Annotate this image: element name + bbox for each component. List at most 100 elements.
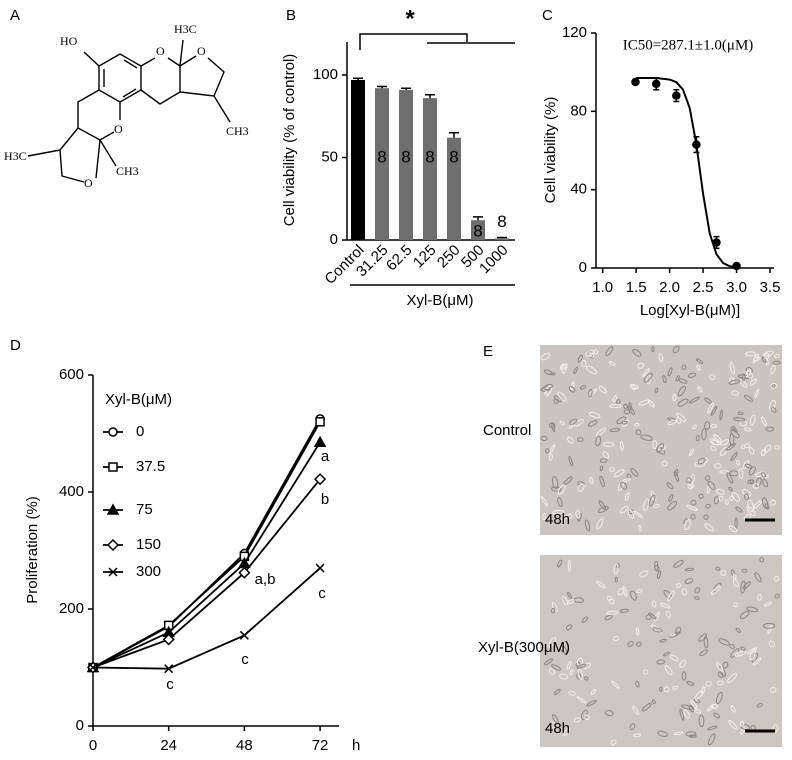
cell (732, 579, 739, 588)
significance-letter: c (318, 585, 326, 602)
cell (728, 379, 741, 385)
cell (593, 349, 599, 355)
cell (735, 506, 743, 513)
cell (705, 680, 712, 687)
cell (626, 473, 632, 479)
cell (668, 494, 674, 502)
cell (567, 599, 575, 604)
micrograph (540, 345, 782, 535)
point (315, 417, 325, 427)
cell (583, 676, 589, 681)
cell (681, 588, 688, 596)
cell (543, 369, 553, 376)
n-label: 8 (353, 147, 362, 166)
cell (552, 714, 559, 724)
cell (713, 434, 722, 442)
cell (730, 705, 736, 713)
point (315, 563, 325, 573)
cell (657, 445, 667, 451)
cell (728, 486, 733, 492)
bar (375, 88, 389, 240)
x-tick-label: 1.0 (592, 279, 613, 296)
cell (665, 610, 672, 618)
cell (733, 602, 739, 608)
cell (688, 734, 697, 738)
x-tick-label: 3.5 (760, 279, 781, 296)
cell (569, 669, 574, 676)
time-label: 48h (545, 511, 570, 528)
cell (728, 525, 738, 533)
y-tick-label: 0 (330, 231, 338, 248)
x-tick-label: 0 (89, 737, 97, 754)
cell (690, 513, 696, 520)
cell (729, 495, 734, 501)
cell (749, 378, 757, 386)
cell (632, 348, 642, 357)
cell (595, 580, 606, 589)
cell (576, 657, 583, 666)
cell (719, 470, 730, 474)
cell (716, 662, 724, 672)
cell (749, 479, 755, 485)
cell (545, 448, 550, 454)
cell (720, 439, 730, 446)
cell (577, 668, 583, 680)
cell (695, 358, 704, 364)
cell (643, 372, 653, 383)
cell (694, 587, 701, 594)
legend-title: Xyl-B(μM) (105, 391, 172, 408)
cell (550, 607, 556, 614)
cell (722, 661, 729, 669)
y-tick-label: 400 (59, 483, 84, 500)
cell (704, 523, 715, 532)
point (651, 79, 661, 89)
cell (630, 468, 639, 477)
cell (740, 646, 746, 651)
cell (729, 377, 735, 383)
point (239, 630, 249, 640)
cell (770, 382, 778, 389)
cell (760, 472, 767, 478)
cell (620, 481, 628, 490)
cell (681, 671, 687, 681)
point (692, 140, 701, 149)
cell (707, 725, 718, 731)
cell (658, 353, 664, 362)
cell (623, 403, 628, 410)
point (162, 633, 175, 646)
cell (745, 369, 752, 378)
y-tick-label: 200 (59, 600, 84, 617)
point (238, 566, 251, 579)
cell (608, 361, 616, 366)
atom-label: HO (60, 34, 78, 48)
cell (732, 574, 737, 580)
legend-label: 75 (136, 501, 153, 518)
bond (99, 139, 117, 167)
cell (597, 506, 609, 513)
cell (548, 443, 556, 455)
bar (351, 79, 365, 240)
n-label: 8 (473, 222, 482, 241)
cell (756, 593, 762, 601)
cell (743, 394, 753, 402)
chemical-structure: HO O O O O H3C CH3 H3C CH3 (4, 22, 249, 190)
x-tick-label: 125 (410, 242, 440, 272)
cell (651, 600, 657, 608)
cell (651, 699, 656, 705)
cell (662, 375, 667, 384)
cell (695, 434, 700, 442)
cell (701, 686, 706, 694)
cell (731, 390, 740, 396)
point (672, 91, 681, 100)
cell (677, 385, 686, 397)
cell (710, 445, 717, 452)
cell (672, 685, 679, 690)
cell (559, 420, 565, 426)
cell (703, 636, 709, 649)
line (92, 478, 321, 669)
cell (663, 686, 670, 693)
cell (740, 580, 746, 594)
cell (763, 444, 772, 453)
cell (638, 524, 642, 532)
cell (605, 710, 614, 717)
